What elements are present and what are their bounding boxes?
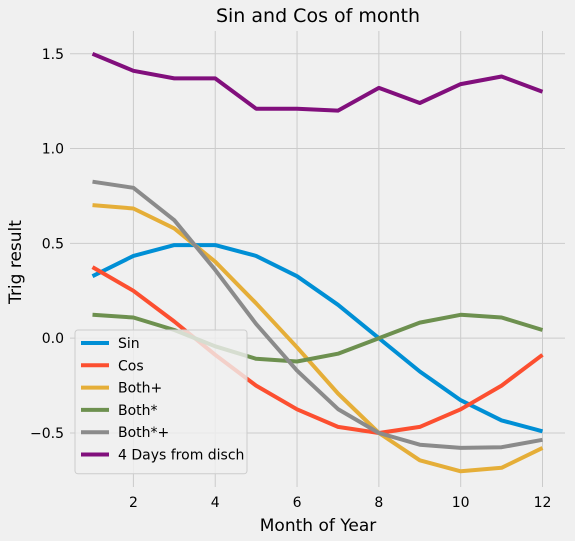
legend-label: Cos xyxy=(118,358,144,374)
legend-box xyxy=(74,329,248,475)
legend-label: Both+ xyxy=(118,381,162,397)
x-tick-label: 12 xyxy=(534,495,552,511)
y-axis-label: Trig result xyxy=(6,220,26,305)
series-line-both xyxy=(92,203,544,474)
series-line-both xyxy=(92,312,544,364)
y-tick-label: 0.0 xyxy=(42,331,64,347)
chart-title: Sin and Cos of month xyxy=(216,5,420,27)
x-tick-label: 8 xyxy=(374,495,383,511)
y-tick-label: −0.5 xyxy=(30,426,64,442)
y-tick-label: 0.5 xyxy=(42,236,64,252)
x-tick-label: 4 xyxy=(211,495,220,511)
legend: Sin Cos Both+ Both* Both*+ 4 Days from disch xyxy=(74,329,248,475)
legend-label: Sin xyxy=(118,336,140,352)
legend-label: Both* xyxy=(118,403,158,419)
x-axis-label: Month of Year xyxy=(260,516,376,536)
x-tick-label: 10 xyxy=(452,495,470,511)
series-line-4-days-from-disch xyxy=(91,51,544,113)
x-tick-label: 2 xyxy=(129,495,138,511)
y-tick-label: 1.0 xyxy=(42,142,64,158)
tick-labels: 2 4 6 8 10 12 −0.5 0.0 0.5 1.0 1.5 xyxy=(30,47,551,511)
y-tick-label: 1.5 xyxy=(42,47,64,63)
series-lines xyxy=(91,51,544,474)
series-line-both xyxy=(92,179,543,450)
legend-label: Both*+ xyxy=(118,425,169,441)
legend-label: 4 Days from disch xyxy=(118,448,244,464)
series-line-cos xyxy=(91,265,544,435)
x-tick-label: 6 xyxy=(293,495,302,511)
